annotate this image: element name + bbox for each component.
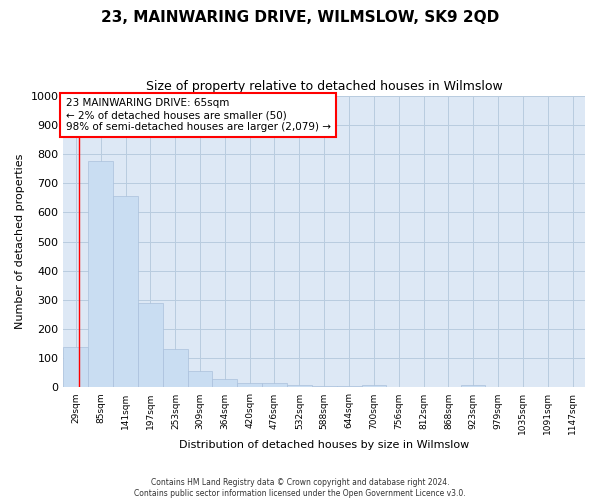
Bar <box>386 387 411 388</box>
Bar <box>337 386 362 388</box>
Bar <box>362 385 386 388</box>
Bar <box>113 196 138 388</box>
Bar <box>188 372 212 388</box>
Bar <box>163 348 188 388</box>
Text: 23 MAINWARING DRIVE: 65sqm
← 2% of detached houses are smaller (50)
98% of semi-: 23 MAINWARING DRIVE: 65sqm ← 2% of detac… <box>65 98 331 132</box>
Bar <box>461 384 485 388</box>
Bar <box>312 386 337 388</box>
Text: 23, MAINWARING DRIVE, WILMSLOW, SK9 2QD: 23, MAINWARING DRIVE, WILMSLOW, SK9 2QD <box>101 10 499 25</box>
Bar <box>88 161 113 388</box>
Text: Contains HM Land Registry data © Crown copyright and database right 2024.
Contai: Contains HM Land Registry data © Crown c… <box>134 478 466 498</box>
Bar <box>64 346 88 388</box>
Bar <box>262 383 287 388</box>
Bar <box>138 303 163 388</box>
Bar <box>237 383 262 388</box>
Title: Size of property relative to detached houses in Wilmslow: Size of property relative to detached ho… <box>146 80 503 93</box>
Bar <box>212 380 237 388</box>
Y-axis label: Number of detached properties: Number of detached properties <box>15 154 25 329</box>
X-axis label: Distribution of detached houses by size in Wilmslow: Distribution of detached houses by size … <box>179 440 469 450</box>
Bar <box>287 385 312 388</box>
